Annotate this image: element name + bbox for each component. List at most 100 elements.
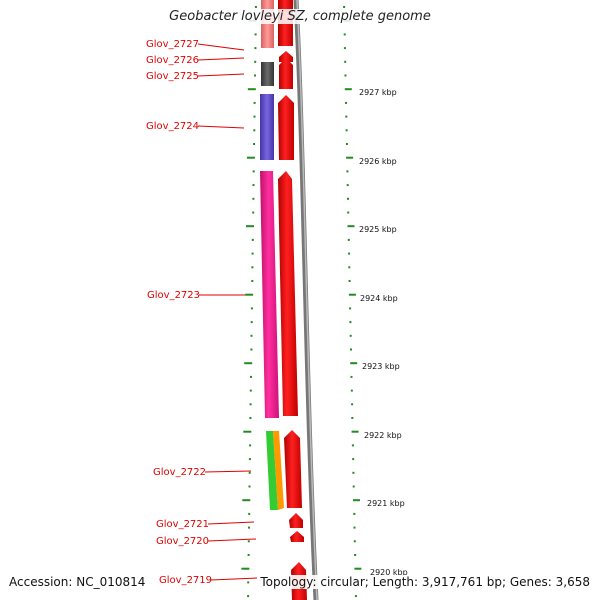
outer-tick bbox=[353, 512, 356, 515]
feature-glov-2722-green bbox=[266, 431, 278, 510]
outer-tick bbox=[350, 389, 353, 392]
inner-tick bbox=[249, 403, 252, 406]
kbp-label: 2924 kbp bbox=[360, 294, 398, 303]
feature-glov-2725 bbox=[261, 62, 274, 86]
inner-tick-marks bbox=[241, 6, 257, 598]
kbp-label: 2920 kbp bbox=[370, 568, 408, 577]
outer-tick bbox=[351, 444, 354, 447]
outer-tick bbox=[349, 334, 352, 337]
inner-tick bbox=[247, 88, 256, 91]
inner-tick bbox=[252, 211, 255, 214]
inner-tick bbox=[252, 184, 255, 187]
inner-tick bbox=[250, 375, 252, 378]
inner-tick bbox=[242, 499, 251, 502]
feature-glov-2723 bbox=[260, 171, 279, 418]
outer-tick bbox=[351, 417, 354, 419]
outer-tick bbox=[343, 33, 346, 36]
inner-tick bbox=[246, 156, 255, 159]
outer-tick bbox=[344, 74, 347, 77]
outer-tick bbox=[346, 156, 354, 159]
outer-tick bbox=[354, 554, 357, 556]
inner-tick bbox=[254, 60, 257, 63]
inner-tick bbox=[252, 170, 255, 173]
outer-tick bbox=[351, 403, 354, 406]
inner-tick bbox=[250, 321, 253, 324]
outer-tick bbox=[348, 280, 351, 282]
inner-tick bbox=[253, 129, 256, 132]
inner-tick bbox=[249, 389, 252, 392]
outer-tick bbox=[344, 88, 352, 91]
cds-glov-2724 bbox=[278, 95, 294, 160]
outer-tick bbox=[354, 567, 362, 570]
accession-text: Accession: NC_010814 bbox=[9, 575, 146, 589]
inner-tick bbox=[251, 238, 254, 241]
inner-tick bbox=[251, 252, 254, 255]
inner-tick bbox=[245, 293, 254, 296]
gene-label-glov-2726: Glov_2726 bbox=[146, 55, 199, 66]
inner-tick bbox=[247, 540, 250, 543]
outer-tick bbox=[348, 252, 351, 255]
inner-tick bbox=[252, 197, 255, 200]
outer-tick bbox=[351, 430, 359, 433]
inner-tick bbox=[246, 225, 254, 228]
inner-tick bbox=[248, 471, 251, 474]
cds-glov-2725 bbox=[279, 58, 293, 89]
kbp-label: 2922 kbp bbox=[364, 431, 402, 440]
outer-tick bbox=[352, 471, 355, 474]
inner-tick bbox=[248, 512, 251, 515]
feature-glov-2724 bbox=[260, 94, 274, 160]
kbp-label: 2926 kbp bbox=[359, 157, 397, 166]
outer-tick bbox=[349, 307, 352, 310]
outer-tick bbox=[346, 170, 349, 173]
inner-tick bbox=[250, 307, 253, 310]
inner-tick bbox=[253, 143, 256, 145]
gene-leader-lines bbox=[197, 43, 258, 581]
inner-tick bbox=[244, 362, 253, 365]
cds-glov-2720 bbox=[290, 531, 304, 542]
inner-tick bbox=[249, 444, 252, 447]
inner-tick bbox=[247, 581, 250, 584]
inner-tick bbox=[247, 595, 250, 598]
outer-tick bbox=[345, 101, 347, 104]
kbp-label: 2927 kbp bbox=[359, 88, 397, 97]
gene-label-glov-2723: Glov_2723 bbox=[147, 290, 200, 301]
gene-label-glov-2722: Glov_2722 bbox=[153, 467, 206, 478]
outer-tick bbox=[350, 375, 353, 378]
inner-tick bbox=[251, 280, 254, 282]
outer-tick bbox=[349, 321, 352, 324]
kbp-label: 2925 kbp bbox=[359, 225, 397, 234]
outer-tick bbox=[353, 526, 356, 529]
outer-tick bbox=[347, 197, 349, 200]
outer-tick bbox=[345, 115, 348, 118]
outer-tick bbox=[350, 362, 358, 365]
inner-tick bbox=[248, 485, 251, 488]
outer-tick bbox=[352, 485, 355, 488]
kbp-scale: 2927 kbp 2926 kbp 2925 kbp 2924 kbp 2923… bbox=[359, 88, 408, 577]
outer-tick bbox=[347, 238, 350, 241]
inner-tick bbox=[243, 430, 252, 433]
outer-tick bbox=[344, 60, 347, 63]
gene-label-glov-2727: Glov_2727 bbox=[146, 39, 199, 50]
outer-tick bbox=[353, 540, 356, 543]
feature-glov-2722-orange bbox=[273, 431, 284, 510]
inner-tick bbox=[249, 417, 252, 419]
gene-labels: Glov_2727 Glov_2726 Glov_2725 Glov_2724 … bbox=[146, 39, 212, 586]
feature-track-inner bbox=[260, 0, 284, 510]
cds-glov-2723 bbox=[278, 171, 298, 416]
outer-tick bbox=[343, 47, 346, 50]
outer-tick-marks bbox=[343, 6, 362, 598]
outer-tick bbox=[347, 211, 350, 214]
inner-tick bbox=[254, 74, 256, 77]
inner-tick bbox=[254, 33, 257, 36]
inner-tick bbox=[248, 458, 251, 461]
inner-tick bbox=[251, 266, 254, 269]
feature-glov-2727 bbox=[261, 0, 274, 48]
inner-tick bbox=[241, 567, 250, 570]
outer-tick bbox=[352, 458, 355, 461]
genome-title: Geobacter lovleyi SZ, complete genome bbox=[169, 9, 431, 24]
outer-tick bbox=[346, 184, 349, 187]
cds-glov-2722 bbox=[284, 430, 302, 508]
inner-tick bbox=[247, 554, 250, 556]
inner-tick bbox=[253, 115, 256, 118]
